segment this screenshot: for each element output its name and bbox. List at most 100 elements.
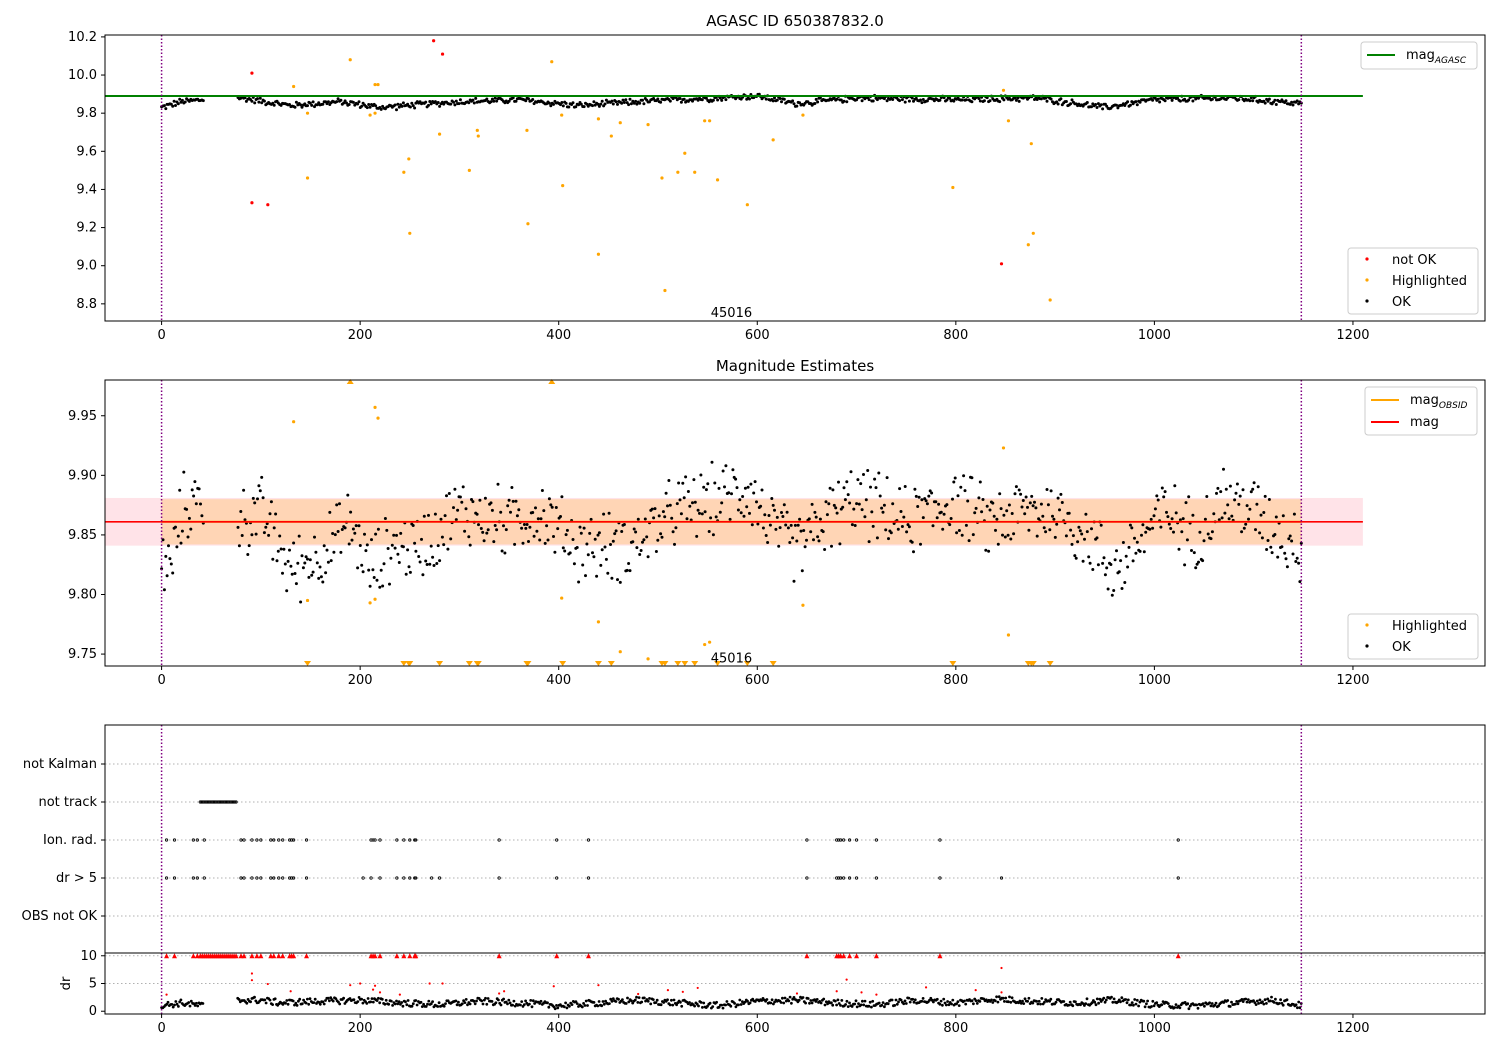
dr-red-point [974, 989, 977, 992]
ok-point [363, 532, 366, 536]
ok-point [427, 103, 430, 107]
ok-point [463, 529, 467, 533]
ok-point [178, 488, 182, 492]
ok-point [650, 507, 654, 511]
not-ok-point [999, 262, 1004, 266]
ok-point [479, 527, 483, 530]
ok-point [720, 501, 724, 505]
ok-point [1076, 540, 1080, 544]
ok-point [591, 551, 594, 555]
ok-point [842, 486, 846, 490]
dr-red-point [1000, 966, 1003, 970]
ok-point [724, 464, 728, 468]
dr-gt-5-flag [250, 876, 254, 880]
ok-point [907, 99, 911, 103]
dr-point [608, 1002, 611, 1005]
dr-point [1095, 997, 1099, 1001]
ok-point [568, 551, 572, 555]
x-tick-label: 600 [745, 328, 770, 343]
ok-point [368, 584, 372, 588]
dr-point [601, 1000, 605, 1003]
dr-point [1228, 1005, 1232, 1008]
dr-point [765, 998, 769, 1001]
dr-point [617, 997, 620, 1001]
ok-point [1252, 481, 1256, 485]
dr-point [528, 1002, 531, 1006]
dr-point [955, 1002, 958, 1006]
dr-point [880, 1003, 884, 1007]
dr-point [991, 1001, 995, 1004]
ok-point [952, 99, 956, 103]
dr-point [1062, 1000, 1066, 1003]
ok-point [1280, 545, 1284, 549]
ok-point [1039, 502, 1043, 506]
dr-point [405, 1003, 409, 1007]
ok-point [240, 534, 244, 537]
dr-point [1135, 998, 1139, 1002]
dr-point [1151, 999, 1155, 1003]
ok-point [1035, 534, 1039, 538]
dr-point [298, 997, 302, 1001]
ok-point [1070, 542, 1074, 546]
dr-point [592, 1001, 596, 1004]
ok-point [1095, 106, 1099, 109]
dr-point [871, 999, 875, 1003]
ok-point [339, 550, 343, 554]
dr-point [636, 1001, 640, 1004]
ok-point [597, 104, 601, 108]
dr-point [481, 1002, 485, 1006]
dr-red-point [428, 982, 431, 985]
ok-point [296, 561, 300, 565]
ok-point [955, 531, 959, 535]
ok-point [490, 508, 494, 512]
ok-point [970, 476, 974, 480]
ion-rad-flag [378, 838, 382, 842]
ok-point [243, 96, 247, 100]
dr-point [990, 998, 993, 1002]
clipped-low-marker [607, 661, 615, 666]
dr-point [1040, 997, 1044, 1000]
dr-point [361, 1001, 365, 1005]
ok-point [1131, 559, 1135, 563]
highlighted-point [596, 117, 601, 121]
ok-point [365, 543, 369, 547]
ok-point [791, 99, 795, 103]
dr-point [1027, 996, 1031, 1000]
dr-point [611, 997, 615, 1001]
highlighted-point [1006, 633, 1011, 637]
ion-rad-flag [272, 838, 276, 842]
dr-clipped-marker [304, 953, 310, 959]
ok-point [1263, 494, 1267, 498]
ok-point [411, 524, 415, 527]
plot-frame [104, 379, 1486, 667]
dr-point [1297, 1000, 1301, 1004]
highlighted-point [596, 620, 601, 624]
ok-point [920, 101, 924, 105]
ok-point [771, 503, 775, 507]
dr-red-point [359, 982, 362, 985]
ok-point [1283, 551, 1287, 555]
dr-clipped-marker [847, 953, 853, 959]
ok-point [299, 103, 303, 107]
ok-point [780, 511, 783, 514]
ok-point [867, 98, 871, 102]
ok-point [753, 480, 757, 484]
ok-point [347, 103, 351, 106]
ok-point [912, 550, 915, 554]
ok-point [641, 540, 644, 544]
ok-point [764, 97, 768, 101]
ok-point [367, 568, 371, 572]
ok-point [691, 501, 694, 505]
legend-mag-agasc: magAGASC [1360, 41, 1478, 70]
ok-point [803, 545, 807, 549]
ok-point [1248, 99, 1252, 103]
dr-gt-5-flag [369, 876, 373, 880]
dr-point [808, 1001, 811, 1005]
ok-point [1152, 514, 1156, 518]
ok-point [1292, 512, 1296, 516]
dr-point [913, 998, 917, 1002]
dr-point [454, 999, 458, 1003]
ok-point [239, 510, 243, 513]
dr-point [1174, 1003, 1178, 1006]
ok-point [710, 460, 714, 464]
